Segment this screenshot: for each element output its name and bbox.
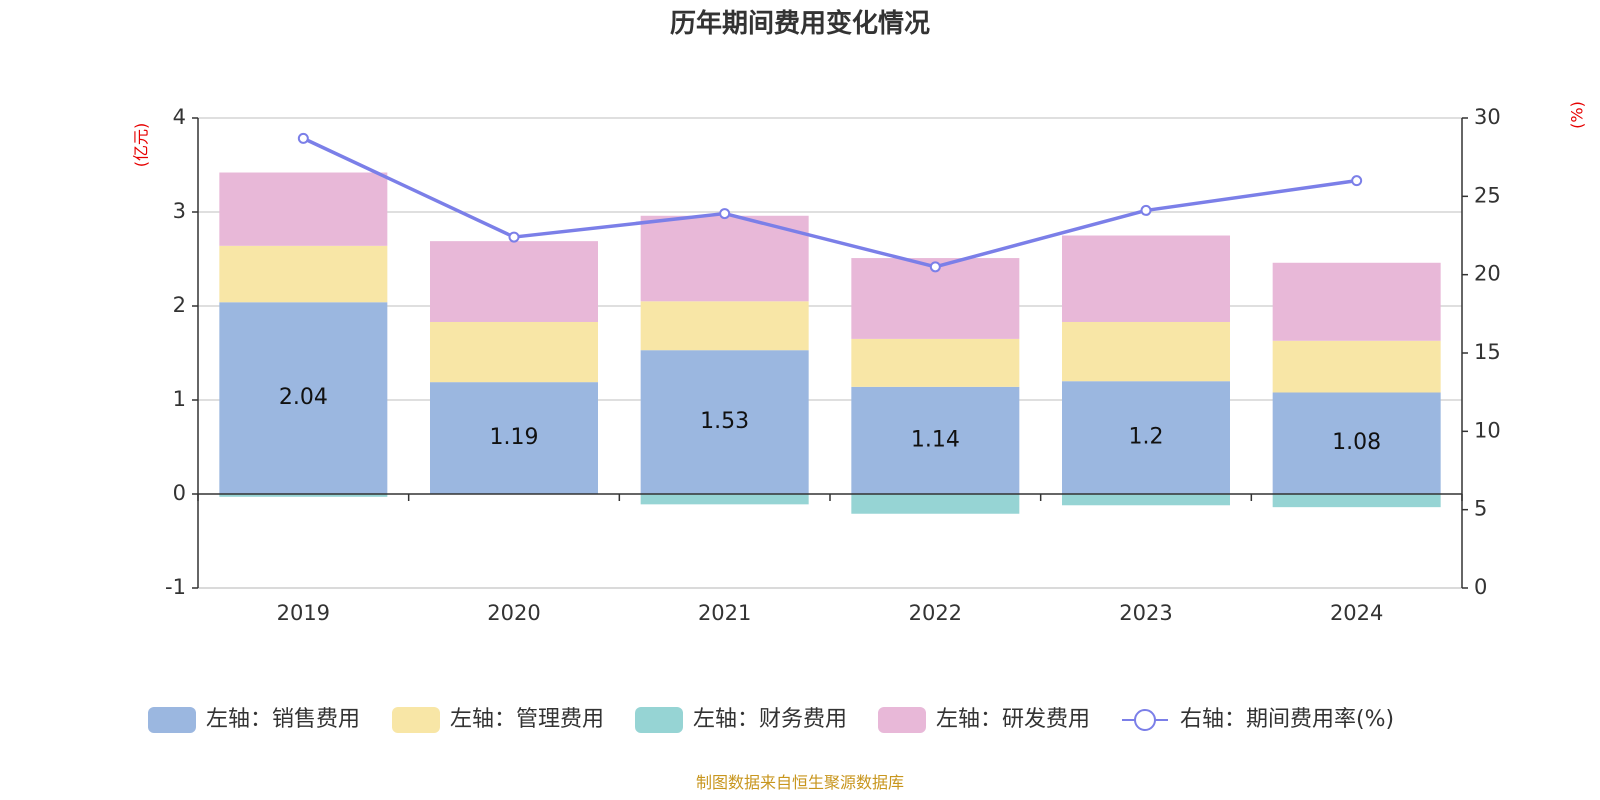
left-axis-tick-label: 1 xyxy=(173,387,186,411)
sales-data-label: 1.53 xyxy=(700,409,749,434)
source-note: 制图数据来自恒生聚源数据库 xyxy=(696,773,904,792)
data-labels: 2.04 1.19 1.53 1.14 1.2 1.08 xyxy=(279,385,1381,455)
left-axis-unit: (亿元) xyxy=(132,123,151,168)
right-axis-tick-label: 5 xyxy=(1474,497,1487,521)
bar-2021-series-3 xyxy=(640,215,809,302)
rate-point-2020 xyxy=(508,231,520,243)
bars xyxy=(219,172,1441,514)
left-axis-tick-label: 2 xyxy=(173,293,186,317)
rate-point-2021 xyxy=(719,208,731,220)
left-axis-tick-label: 0 xyxy=(173,481,186,505)
bar-2019-series-0 xyxy=(219,302,388,494)
bar-2021-series-0 xyxy=(640,350,809,494)
legend-swatch xyxy=(635,707,683,733)
bar-2020-series-3 xyxy=(430,241,598,322)
right-axis-tick-label: 20 xyxy=(1474,262,1501,286)
bar-2024-series-3 xyxy=(1272,262,1441,341)
sales-data-label: 1.19 xyxy=(490,425,539,450)
bar-2020-series-0 xyxy=(430,382,598,494)
x-axis-label: 2021 xyxy=(698,601,751,625)
right-axis-tick-label: 10 xyxy=(1474,418,1501,442)
legend: 左轴：销售费用 左轴：管理费用 左轴：财务费用 左轴：研发费用 右轴：期间费用率(%) xyxy=(148,707,1394,733)
bar-2023-series-1 xyxy=(1062,321,1230,382)
right-axis-tick-label: 25 xyxy=(1474,183,1501,207)
right-axis-unit: (%) xyxy=(1568,101,1587,129)
rate-line-path xyxy=(302,136,1357,269)
legend-marker xyxy=(1134,709,1156,731)
bar-2023-series-3 xyxy=(1062,235,1230,322)
x-axis-label: 2024 xyxy=(1330,601,1383,625)
legend-swatch xyxy=(148,707,196,733)
x-axis-label: 2022 xyxy=(909,601,962,625)
left-axis-tick-label: -1 xyxy=(165,575,186,599)
x-axis-label: 2019 xyxy=(277,601,330,625)
left-axis-tick-label: 3 xyxy=(173,199,186,223)
legend-swatch xyxy=(878,707,926,733)
rate-point-2022 xyxy=(929,261,941,273)
legend-label: 左轴：管理费用 xyxy=(450,707,604,732)
legend-swatch xyxy=(392,707,440,733)
x-axis-label: 2023 xyxy=(1119,601,1172,625)
rate-point-2023 xyxy=(1140,204,1152,216)
x-axis-label: 2020 xyxy=(487,601,540,625)
bar-2019-series-3 xyxy=(219,172,388,246)
left-axis-tick-label: 4 xyxy=(173,105,186,129)
chart-title: 历年期间费用变化情况 xyxy=(670,8,930,39)
bar-2021-series-2 xyxy=(640,494,809,505)
gridlines xyxy=(198,117,1462,589)
bar-2021-series-1 xyxy=(640,301,809,351)
right-axis-tick-label: 15 xyxy=(1474,340,1501,364)
bar-2023-series-2 xyxy=(1062,494,1230,506)
bar-2023-series-0 xyxy=(1062,381,1230,494)
sales-data-label: 2.04 xyxy=(279,385,328,410)
sales-data-label: 1.2 xyxy=(1129,425,1164,450)
right-axis-tick-label: 0 xyxy=(1474,575,1487,599)
bar-2022-series-1 xyxy=(851,338,1020,387)
right-axis-tick-label: 30 xyxy=(1474,105,1501,129)
bar-2019-series-2 xyxy=(219,494,388,497)
bar-2024-series-1 xyxy=(1272,340,1441,393)
bar-2022-series-2 xyxy=(851,494,1020,514)
rate-line xyxy=(297,132,1363,273)
bar-2020-series-1 xyxy=(430,321,598,383)
legend-label: 左轴：销售费用 xyxy=(206,707,360,732)
sales-data-label: 1.14 xyxy=(911,427,960,452)
bar-2024-series-2 xyxy=(1272,494,1441,508)
legend-label: 左轴：研发费用 xyxy=(936,707,1090,732)
legend-label: 左轴：财务费用 xyxy=(693,707,847,732)
bar-2024-series-0 xyxy=(1272,392,1441,494)
bar-2019-series-1 xyxy=(219,245,388,303)
rate-point-2024 xyxy=(1351,175,1363,187)
sales-data-label: 1.08 xyxy=(1332,430,1381,455)
legend-label: 右轴：期间费用率(%) xyxy=(1180,707,1394,732)
bar-2022-series-0 xyxy=(851,386,1020,494)
rate-point-2019 xyxy=(297,132,309,144)
